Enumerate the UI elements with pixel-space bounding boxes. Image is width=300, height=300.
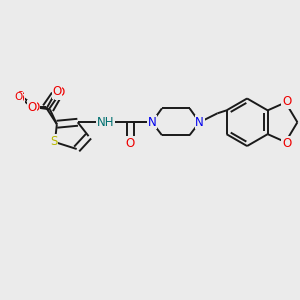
Text: O: O bbox=[282, 95, 291, 108]
Text: N: N bbox=[148, 116, 156, 129]
Text: O: O bbox=[16, 94, 25, 104]
Text: O: O bbox=[30, 101, 40, 114]
Text: NH: NH bbox=[97, 116, 114, 129]
Text: O: O bbox=[126, 136, 135, 150]
Text: O: O bbox=[28, 101, 37, 114]
Text: O: O bbox=[14, 92, 22, 103]
Text: N: N bbox=[195, 116, 204, 129]
Text: N: N bbox=[148, 116, 156, 129]
Text: O: O bbox=[16, 91, 24, 100]
Text: S: S bbox=[50, 135, 58, 148]
Text: O: O bbox=[52, 85, 62, 98]
Text: O: O bbox=[55, 86, 64, 99]
Text: O: O bbox=[282, 136, 291, 150]
